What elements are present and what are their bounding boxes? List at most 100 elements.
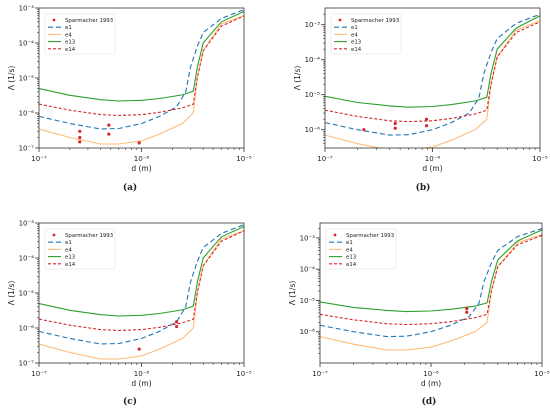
axes-frame	[319, 222, 543, 364]
series-line-e13	[320, 229, 542, 313]
axes-frame	[38, 7, 245, 149]
legend-label-e4: e4	[65, 247, 72, 253]
legend-label-e13: e13	[351, 40, 361, 46]
y-tick-label: 10⁻⁶	[300, 328, 316, 336]
series-line-e1	[320, 227, 542, 338]
panel-caption: (d)	[422, 396, 437, 407]
legend-label-points: Sparmacher 1993	[351, 18, 399, 24]
legend-label-e14: e14	[65, 47, 76, 53]
panel-caption: (c)	[123, 396, 137, 407]
chart-panel-3: 10⁻⁷ 10⁻⁶ 10⁻⁵ 10⁻⁷ 10⁻⁶ 10⁻⁵ 10⁻⁴ 10⁻³ d (m) Λ (…	[7, 220, 252, 408]
axes-frame	[38, 222, 245, 364]
y-tick-label: 10⁻³	[19, 220, 35, 228]
y-axis-label: Λ (1/s)	[288, 281, 297, 306]
x-axis-label: d (m)	[421, 379, 441, 388]
y-tick-label: 10⁻⁵	[300, 297, 316, 305]
chart-panel-2: 10⁻⁷ 10⁻⁶ 10⁻⁵ 10⁻⁶ 10⁻⁵ 10⁻⁴ 10⁻³ d (m) Λ (1/s)…	[293, 7, 548, 193]
y-tick-label: 10⁻⁶	[19, 110, 35, 118]
x-tick-label: 10⁻⁵	[532, 155, 548, 163]
y-tick-label: 10⁻⁵	[19, 75, 35, 83]
data-point-sparmacher	[107, 132, 111, 136]
legend-label-e13: e13	[65, 40, 75, 46]
x-tick-label: 10⁻⁷	[31, 155, 47, 163]
x-tick-label: 10⁻⁶	[134, 155, 150, 163]
x-tick-label: 10⁻⁶	[134, 370, 150, 378]
legend-label-e14: e14	[65, 262, 76, 268]
series-line-e13	[39, 225, 244, 317]
legend-box	[44, 13, 116, 55]
legend-marker-points	[338, 18, 342, 22]
series-line-e14	[325, 21, 540, 123]
y-tick-label: 10⁻⁴	[19, 40, 35, 48]
x-axis-label: d (m)	[131, 379, 151, 388]
legend-label-e4: e4	[351, 32, 358, 38]
data-point-sparmacher	[424, 124, 429, 128]
data-point-sparmacher	[78, 129, 82, 133]
series-line-e14	[39, 15, 244, 117]
y-tick-label: 10⁻⁷	[19, 360, 35, 368]
series-line-e4	[325, 20, 540, 148]
data-point-sparmacher	[174, 324, 179, 329]
legend-label-points: Sparmacher 1993	[346, 233, 394, 239]
y-tick-label: 10⁻⁷	[19, 145, 35, 153]
panel-caption: (b)	[416, 182, 431, 193]
legend-label-e14: e14	[346, 262, 357, 268]
y-tick-label: 10⁻³	[19, 5, 35, 13]
y-tick-label: 10⁻³	[305, 21, 321, 29]
legend-label-e1: e1	[346, 240, 353, 246]
y-tick-label: 10⁻³	[300, 234, 316, 242]
legend-label-e1: e1	[65, 25, 72, 31]
series-line-e1	[325, 13, 540, 136]
y-tick-label: 10⁻⁵	[305, 91, 321, 99]
legend-label-e13: e13	[65, 255, 75, 261]
x-tick-label: 10⁻⁶	[425, 155, 441, 163]
x-tick-label: 10⁻⁵	[236, 155, 252, 163]
y-tick-label: 10⁻⁴	[300, 266, 316, 274]
y-tick-label: 10⁻⁴	[19, 255, 35, 263]
y-tick-label: 10⁻⁵	[19, 290, 35, 298]
legend-label-e4: e4	[65, 32, 72, 38]
data-point-sparmacher	[362, 128, 366, 132]
data-point-sparmacher	[107, 123, 111, 127]
data-point-sparmacher	[78, 135, 82, 140]
x-tick-label: 10⁻⁵	[534, 370, 550, 378]
legend-label-e14: e14	[351, 47, 362, 53]
y-axis-label: Λ (1/s)	[7, 281, 16, 306]
legend-label-e1: e1	[351, 25, 358, 31]
data-point-sparmacher	[393, 121, 397, 126]
data-point-sparmacher	[137, 141, 141, 145]
series-line-e14	[320, 234, 542, 326]
data-point-sparmacher	[424, 117, 429, 121]
data-point-sparmacher	[78, 140, 82, 144]
legend-box	[44, 228, 116, 270]
series-line-e13	[325, 15, 540, 108]
data-point-sparmacher	[465, 310, 469, 314]
y-tick-label: 10⁻⁴	[305, 56, 321, 64]
legend-label-e13: e13	[346, 255, 356, 261]
x-tick-label: 10⁻⁷	[31, 370, 47, 378]
legend-label-points: Sparmacher 1993	[65, 18, 113, 24]
legend-label-e1: e1	[65, 240, 72, 246]
data-point-sparmacher	[465, 306, 469, 311]
y-axis-label: Λ (1/s)	[7, 66, 16, 91]
legend-marker-points	[52, 233, 56, 237]
x-tick-label: 10⁻⁶	[423, 370, 439, 378]
legend-label-points: Sparmacher 1993	[65, 233, 113, 239]
chart-panel-4: 10⁻⁷ 10⁻⁶ 10⁻⁵ 10⁻⁶ 10⁻⁵ 10⁻⁴ 10⁻³ d (m) Λ (1/s)…	[288, 222, 550, 407]
data-point-sparmacher	[137, 347, 141, 351]
legend-box	[330, 13, 402, 55]
x-axis-label: d (m)	[422, 164, 442, 173]
x-tick-label: 10⁻⁵	[236, 370, 252, 378]
x-tick-label: 10⁻⁷	[312, 370, 328, 378]
legend-box	[325, 228, 397, 270]
x-axis-label: d (m)	[131, 164, 151, 173]
data-point-sparmacher	[174, 320, 179, 324]
legend-marker-points	[333, 233, 337, 237]
y-tick-label: 10⁻⁶	[305, 126, 321, 134]
data-point-sparmacher	[393, 126, 397, 130]
series-line-e13	[39, 10, 244, 102]
panel-caption: (a)	[123, 182, 137, 193]
axes-frame	[324, 7, 541, 149]
x-tick-label: 10⁻⁷	[317, 155, 333, 163]
